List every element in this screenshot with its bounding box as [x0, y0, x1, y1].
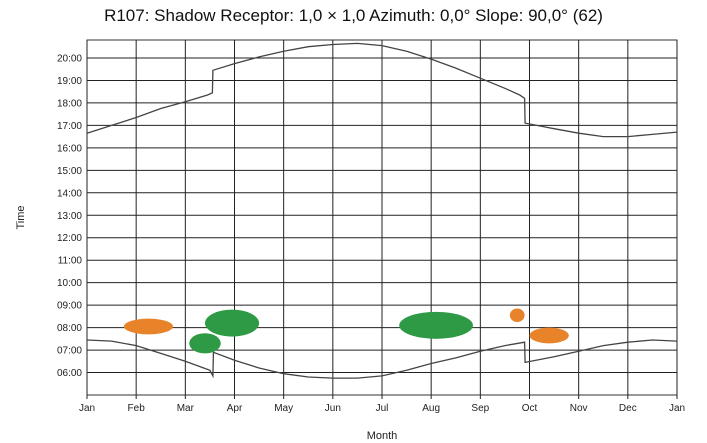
y-axis-label: Time	[15, 205, 27, 229]
x-tick-label: Oct	[522, 403, 538, 414]
sunset-line	[86, 42, 678, 138]
shadow-region-3	[205, 309, 260, 337]
x-tick-label: Nov	[570, 403, 588, 414]
x-axis-label: Month	[367, 430, 398, 442]
x-tick-label: Mar	[177, 403, 195, 414]
x-tick-label: Aug	[422, 403, 440, 414]
y-tick-label: 14:00	[57, 188, 82, 199]
y-tick-label: 13:00	[57, 211, 82, 222]
x-tick-label: May	[274, 403, 293, 414]
shadow-region-2	[189, 333, 221, 354]
y-tick-label: 06:00	[57, 368, 82, 379]
y-tick-label: 09:00	[57, 301, 82, 312]
shadow-region-1	[123, 318, 174, 335]
x-tick-label: Jul	[376, 403, 389, 414]
y-tick-label: 07:00	[57, 346, 82, 357]
x-tick-label: Jan	[669, 403, 685, 414]
y-tick-label: 12:00	[57, 233, 82, 244]
x-tick-label: Feb	[128, 403, 146, 414]
x-tick-label: Jun	[325, 403, 341, 414]
y-tick-label: 08:00	[57, 323, 82, 334]
x-tick-label: Sep	[471, 403, 489, 414]
x-tick-label: Apr	[227, 403, 243, 414]
x-tick-label: Dec	[619, 403, 637, 414]
shadow-region-6	[529, 327, 569, 344]
y-tick-label: 17:00	[57, 121, 82, 132]
y-tick-label: 16:00	[57, 143, 82, 154]
y-tick-label: 11:00	[58, 256, 83, 267]
y-tick-label: 18:00	[57, 98, 82, 109]
y-tick-label: 15:00	[57, 166, 82, 177]
x-tick-label: Jan	[79, 403, 95, 414]
y-tick-label: 10:00	[57, 278, 82, 289]
shadow-region-5	[509, 308, 525, 322]
shadow-region-4	[399, 311, 473, 339]
y-tick-label: 19:00	[57, 76, 82, 87]
sunrise-line	[86, 339, 678, 379]
y-tick-label: 20:00	[57, 53, 82, 64]
chart-title: R107: Shadow Receptor: 1,0 × 1,0 Azimuth…	[104, 6, 603, 25]
